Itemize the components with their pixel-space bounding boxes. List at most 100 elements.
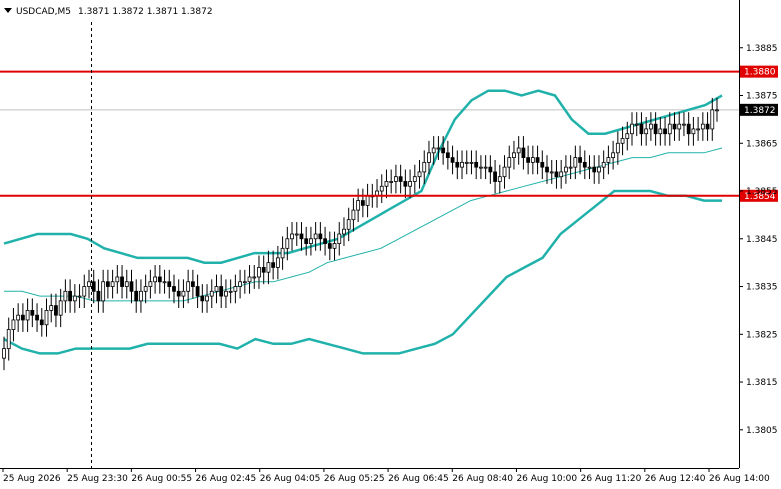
candle [663, 117, 667, 146]
candle [2, 336, 6, 371]
candle-body [323, 238, 327, 244]
candle [611, 140, 616, 170]
candle [82, 274, 87, 309]
candle [648, 112, 653, 141]
candle-body [516, 147, 521, 154]
candle [479, 155, 483, 180]
candle [507, 145, 512, 180]
candle-body [497, 176, 502, 182]
candle [427, 140, 431, 175]
candle [672, 112, 677, 141]
triangle-down-icon[interactable] [4, 8, 12, 13]
candle-body [96, 290, 101, 302]
candle [705, 112, 710, 141]
candle [209, 279, 214, 309]
candle [653, 112, 658, 146]
candle [72, 284, 77, 313]
candle-body [257, 267, 261, 278]
candle [545, 155, 549, 184]
candle [535, 145, 540, 175]
candle [39, 308, 44, 337]
candle [384, 169, 389, 199]
candle [502, 155, 507, 189]
candle [318, 222, 323, 251]
candle [691, 117, 696, 146]
candle-body [493, 171, 497, 182]
candle-body [124, 281, 129, 287]
candle-body [705, 123, 710, 130]
level-price-tag [740, 189, 778, 202]
candle-body [25, 310, 30, 321]
candle-body [224, 290, 228, 297]
candle [294, 222, 299, 246]
level-price-label: 1.3854 [744, 192, 776, 202]
candle-body [384, 181, 389, 187]
candle-body [299, 233, 304, 240]
candle-body [715, 109, 719, 112]
candle-body [441, 147, 446, 154]
candle-body [242, 281, 247, 284]
candle-body [143, 286, 148, 292]
candle [327, 231, 332, 261]
price-tick-label: 1.3875 [746, 92, 778, 102]
candle-body [521, 147, 526, 158]
candle-body [261, 267, 266, 273]
candle-body [460, 161, 464, 168]
candle-body [379, 185, 384, 192]
candle-body [6, 329, 11, 350]
candle [521, 136, 526, 170]
candle [157, 265, 162, 294]
candle [242, 269, 247, 294]
candle [715, 97, 719, 122]
candle [124, 269, 129, 299]
candle-body [309, 238, 313, 244]
candle-body [540, 161, 545, 168]
candle-body [682, 123, 686, 126]
candle [35, 303, 39, 332]
candle-body [403, 181, 408, 187]
candle [11, 308, 16, 342]
candle [587, 155, 592, 180]
candle [483, 155, 488, 180]
candle-body [634, 123, 639, 126]
candle [667, 112, 672, 146]
candle-body [389, 181, 394, 183]
candle-body [365, 195, 370, 206]
candle [346, 207, 351, 242]
candle [606, 145, 611, 175]
candle [200, 284, 205, 313]
candle-body [11, 319, 16, 330]
time-tick-label: 26 Aug 12:40 [645, 474, 706, 484]
candle [493, 159, 497, 194]
candle [110, 269, 115, 299]
candle [30, 298, 35, 328]
price-tick-label: 1.3825 [746, 330, 778, 340]
candle [219, 274, 224, 309]
candle-body [172, 286, 176, 292]
candle [431, 136, 436, 165]
candle [285, 226, 290, 261]
candle-body [87, 281, 91, 287]
candle [464, 150, 469, 175]
candle [379, 174, 384, 203]
candle-body [280, 247, 285, 259]
candle-body [58, 300, 63, 316]
candle-body [200, 295, 205, 302]
levels[interactable]: 1.3880 1.3854 1.3872 [0, 65, 778, 202]
candle-body [620, 138, 625, 144]
candle [351, 198, 356, 232]
candle [139, 279, 143, 313]
candle [450, 145, 455, 175]
candle-body [148, 281, 153, 287]
candle [323, 226, 327, 256]
candle-body [587, 166, 592, 169]
time-tick-label: 26 Aug 06:45 [388, 474, 449, 484]
candle [422, 150, 427, 184]
candle-body [30, 310, 35, 316]
candle [658, 117, 663, 146]
candle [309, 226, 313, 256]
candle [474, 150, 479, 180]
candle-body [469, 161, 474, 164]
price-tick-label: 1.3845 [746, 235, 778, 245]
